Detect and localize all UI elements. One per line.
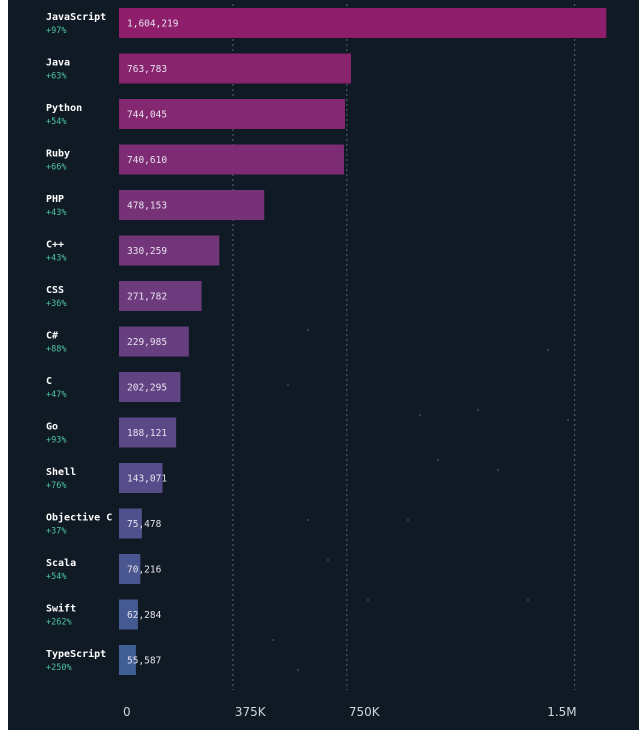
bar-chart: 1,604,219 JavaScript +97% 763,783 Java +63% 74…: [46, 4, 607, 719]
bar-php: [119, 190, 265, 220]
bar-value-label: 188,121: [127, 428, 167, 439]
growth-label: +97%: [46, 26, 66, 36]
bar-typescript: [119, 645, 136, 675]
chart-container: 1,604,219 JavaScript +97% 763,783 Java +63% 74…: [8, 0, 639, 730]
growth-label: +63%: [46, 72, 66, 82]
bar-javascript: [119, 8, 607, 38]
growth-label: +250%: [46, 663, 72, 673]
bar-objective-c: [119, 508, 142, 539]
bar-value-label: 229,985: [127, 337, 167, 348]
category-label: TypeScript: [46, 648, 106, 660]
bar-value-label: 478,153: [127, 201, 167, 212]
category-label: JavaScript: [46, 11, 106, 23]
bar-value-label: 75,478: [127, 519, 162, 530]
growth-label: +37%: [46, 527, 66, 537]
growth-label: +36%: [46, 299, 66, 309]
category-label: Scala: [46, 558, 76, 569]
x-tick-label: 1.5M: [547, 705, 576, 719]
bar-swift: [119, 599, 138, 630]
category-label: CSS: [46, 285, 64, 296]
category-label: Objective C: [46, 512, 112, 524]
background-dot: [437, 459, 439, 461]
background-dot: [407, 519, 409, 521]
category-label: C#: [46, 331, 58, 342]
background-dot: [419, 414, 421, 416]
growth-label: +93%: [46, 436, 66, 446]
background-dot: [327, 559, 329, 561]
bar-value-label: 763,783: [127, 64, 167, 75]
category-label: Ruby: [46, 149, 70, 160]
category-label: Java: [46, 58, 70, 69]
growth-label: +54%: [46, 117, 66, 127]
growth-label: +76%: [46, 481, 66, 491]
background-dot: [567, 419, 569, 421]
category-label: Shell: [46, 467, 76, 478]
category-label: C: [46, 376, 52, 387]
background-dot: [497, 469, 499, 471]
bar-shell: [119, 463, 163, 493]
growth-label: +262%: [46, 618, 72, 628]
bar-css: [119, 281, 202, 311]
bar-value-label: 744,045: [127, 110, 167, 121]
background-dot: [272, 639, 274, 641]
bar-scala: [119, 554, 141, 584]
category-label: Python: [46, 103, 82, 114]
background-dot: [477, 409, 479, 411]
background-dot: [367, 599, 369, 601]
background-dot: [297, 669, 299, 671]
background-dot: [307, 519, 309, 521]
bar-value-label: 740,610: [127, 155, 167, 166]
bar-value-label: 70,216: [127, 565, 162, 576]
bar-c-: [119, 326, 189, 357]
bar-c-: [119, 235, 220, 266]
bar-value-label: 55,587: [127, 656, 161, 667]
bar-python: [119, 99, 346, 129]
background-dot: [527, 599, 529, 601]
bar-value-label: 62,284: [127, 610, 162, 621]
growth-label: +54%: [46, 572, 66, 582]
bar-value-label: 1,604,219: [127, 19, 179, 30]
background-dot: [547, 349, 549, 351]
background-dot: [287, 384, 289, 386]
growth-label: +66%: [46, 163, 66, 173]
bar-c: [119, 372, 181, 402]
bar-value-label: 143,071: [127, 474, 167, 485]
category-label: Go: [46, 422, 58, 433]
bar-ruby: [119, 144, 344, 175]
background-dot: [307, 329, 309, 331]
x-tick-label: 0: [123, 705, 131, 719]
bar-java: [119, 53, 351, 84]
bar-value-label: 202,295: [127, 383, 167, 394]
growth-label: +43%: [46, 208, 66, 218]
growth-label: +88%: [46, 345, 66, 355]
category-label: C++: [46, 240, 64, 251]
category-label: PHP: [46, 194, 64, 205]
growth-label: +43%: [46, 254, 66, 264]
category-label: Swift: [46, 603, 76, 615]
x-tick-label: 750K: [349, 705, 381, 719]
bar-value-label: 271,782: [127, 292, 167, 303]
growth-label: +47%: [46, 390, 66, 400]
bar-go: [119, 417, 177, 448]
x-tick-label: 375K: [235, 705, 267, 719]
bar-value-label: 330,259: [127, 246, 167, 257]
